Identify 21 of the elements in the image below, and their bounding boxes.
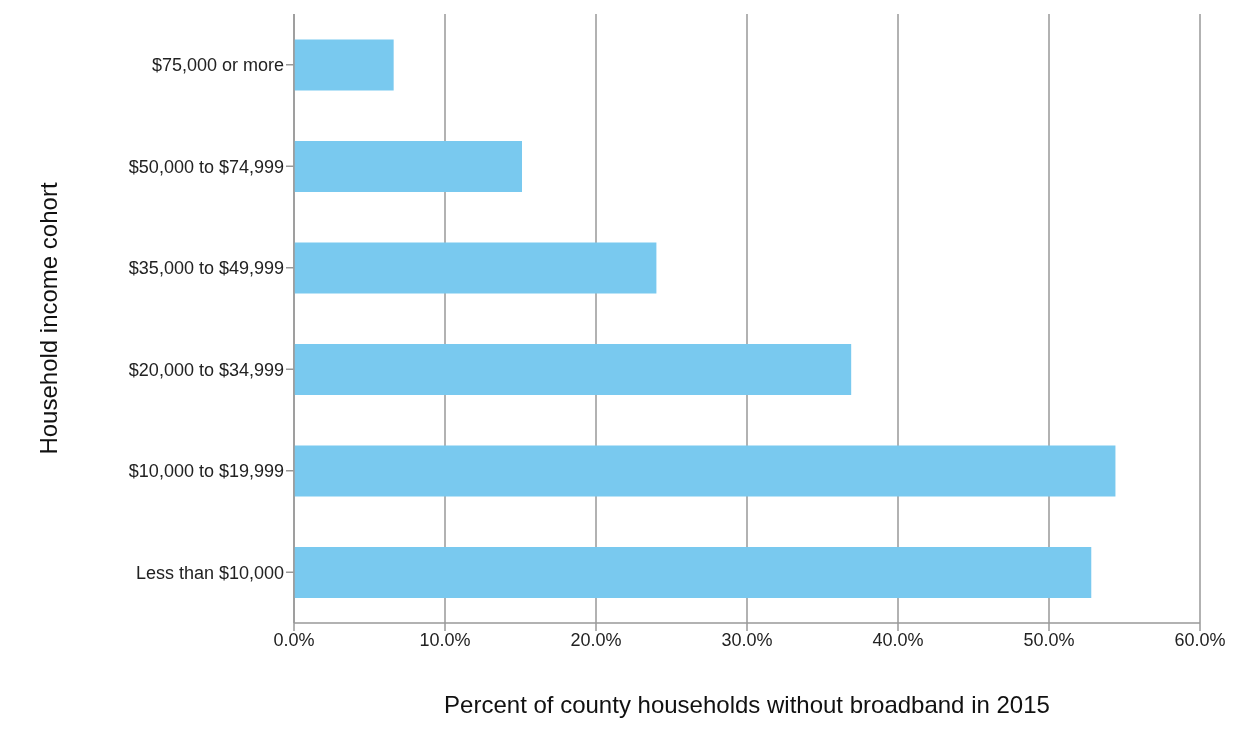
bar [294, 546, 1092, 598]
y-tick-label: $75,000 or more [151, 55, 284, 76]
x-tick-label: 60.0% [1174, 629, 1226, 650]
x-axis-title: Percent of county households without broadband in 2015 [444, 691, 1050, 718]
bar [294, 39, 394, 91]
y-tick-label: $10,000 to $19,999 [128, 461, 284, 482]
bar [294, 445, 1116, 497]
bar [294, 343, 852, 395]
x-tick-label: 0.0% [273, 629, 315, 650]
y-tick-label: Less than $10,000 [135, 562, 284, 583]
bar [294, 242, 657, 294]
y-axis-title: Household income cohort [34, 182, 62, 455]
y-tick-label: $50,000 to $74,999 [128, 156, 284, 177]
x-tick-label: 20.0% [570, 629, 622, 650]
x-tick-label: 10.0% [419, 629, 471, 650]
x-tick-label: 40.0% [872, 629, 924, 650]
x-tick-label: 50.0% [1023, 629, 1075, 650]
y-tick-label: $35,000 to $49,999 [128, 258, 284, 279]
x-tick-label: 30.0% [721, 629, 773, 650]
bar [294, 140, 523, 192]
y-tick-label: $20,000 to $34,999 [128, 359, 284, 380]
